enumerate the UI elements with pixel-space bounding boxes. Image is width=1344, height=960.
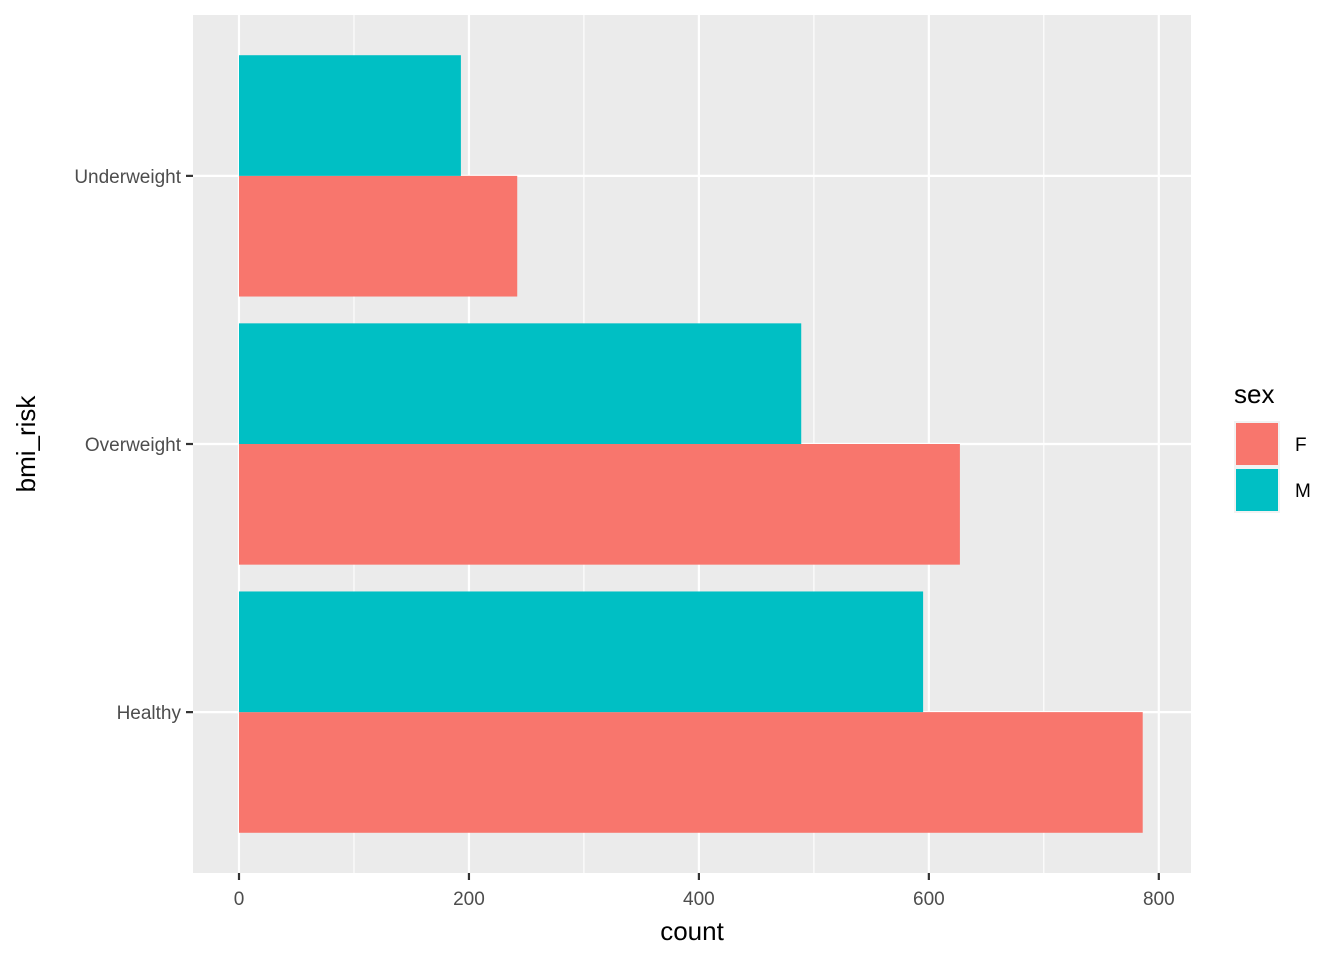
legend: sex F M xyxy=(1234,379,1311,513)
y-axis-title: bmi_risk xyxy=(11,395,41,493)
bars xyxy=(238,55,1143,833)
y-tick-label: Overweight xyxy=(85,435,182,456)
x-axis-title: count xyxy=(660,916,724,946)
y-tick-label: Underweight xyxy=(74,167,181,188)
x-axis: 0 200 400 600 800 xyxy=(234,873,1175,910)
y-axis: Healthy Overweight Underweight xyxy=(74,167,193,724)
x-tick-label: 600 xyxy=(913,889,945,910)
bar-overweight-f xyxy=(238,444,960,565)
legend-swatch-m xyxy=(1236,469,1278,511)
legend-label: F xyxy=(1295,435,1307,456)
x-tick-label: 200 xyxy=(453,889,485,910)
bar-healthy-f xyxy=(238,712,1143,833)
legend-label: M xyxy=(1295,481,1311,502)
bar-healthy-m xyxy=(238,591,924,713)
bar-overweight-m xyxy=(238,323,802,444)
legend-title: sex xyxy=(1234,379,1274,409)
x-tick-label: 400 xyxy=(683,889,715,910)
bar-underweight-m xyxy=(238,55,461,176)
legend-swatch-f xyxy=(1236,423,1278,465)
y-tick-label: Healthy xyxy=(117,703,182,724)
x-tick-label: 0 xyxy=(234,889,245,910)
bar-underweight-f xyxy=(238,175,518,297)
x-tick-label: 800 xyxy=(1143,889,1175,910)
